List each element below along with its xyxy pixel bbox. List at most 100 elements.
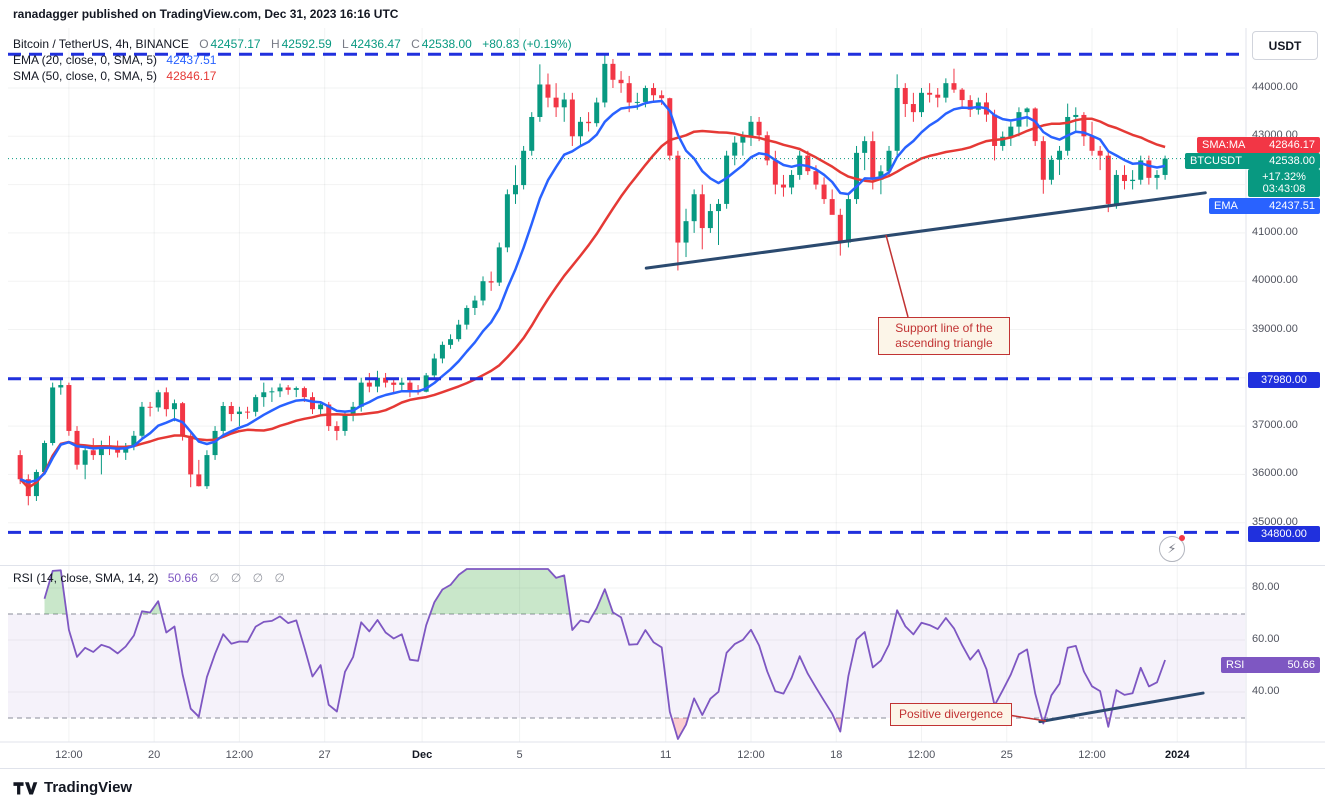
- candle-body: [870, 141, 876, 180]
- candle-body: [448, 339, 454, 345]
- candle-body: [626, 83, 632, 103]
- candle-body: [399, 382, 405, 385]
- candle-body: [301, 388, 307, 398]
- flash-boost-button[interactable]: ⚡: [1159, 535, 1185, 562]
- candle-body: [764, 135, 770, 161]
- candle-body: [1097, 150, 1103, 156]
- sma-price-badge: SMA:MA 42846.17: [1197, 137, 1320, 153]
- rsi-legend-toggles[interactable]: ∅ ∅ ∅ ∅: [209, 571, 289, 585]
- rsi-trendline[interactable]: [1038, 691, 1205, 724]
- candle-body: [675, 155, 681, 243]
- candle-body: [58, 385, 64, 388]
- lower-level-badge: 34800.00: [1248, 526, 1320, 542]
- upper-level-badge: 37980.00: [1248, 372, 1320, 388]
- ohlc-high-value: 42592.59: [281, 37, 332, 51]
- currency-toggle-button[interactable]: USDT: [1252, 31, 1318, 60]
- candle-body: [545, 84, 551, 98]
- candle-body: [1057, 150, 1063, 160]
- rsi-value-badge: RSI 50.66: [1221, 657, 1320, 673]
- ohlc-close-value: 42538.00: [421, 37, 472, 51]
- candle-body: [845, 199, 851, 243]
- tradingview-brand-link[interactable]: TradingView: [12, 778, 132, 798]
- rsi-legend-row[interactable]: RSI (14, close, SMA, 14, 2) 50.66 ∅ ∅ ∅ …: [13, 571, 289, 585]
- candle-body: [959, 89, 965, 101]
- sma-legend-value: 42846.17: [166, 69, 217, 83]
- candle-body: [821, 184, 827, 200]
- candle-body: [383, 377, 389, 383]
- badge-value: 03:43:08: [1262, 183, 1306, 195]
- badge-label: SMA:MA: [1202, 139, 1246, 151]
- candle-body: [220, 406, 226, 431]
- candle-body: [480, 281, 486, 301]
- rsi-axis-label: 40.00: [1252, 685, 1280, 697]
- time-axis-label: 18: [830, 749, 843, 761]
- support-annotation[interactable]: Support line of the ascending triangle: [878, 317, 1010, 355]
- candle-body: [707, 211, 713, 229]
- symbol-title[interactable]: Bitcoin / TetherUS, 4h, BINANCE: [13, 37, 189, 51]
- time-axis-label: 12:00: [907, 749, 936, 761]
- symbol-legend-row: Bitcoin / TetherUS, 4h, BINANCE O 42457.1…: [13, 37, 572, 51]
- support-annotation-line1: Support line of the: [895, 321, 993, 335]
- candle-body: [66, 385, 72, 431]
- candle-body: [285, 387, 291, 390]
- candle-body: [374, 377, 380, 387]
- currency-toggle-label: USDT: [1268, 38, 1302, 53]
- candle-body: [496, 247, 502, 283]
- divergence-annotation[interactable]: Positive divergence: [890, 703, 1012, 726]
- candle-body: [667, 98, 673, 156]
- badge-label: BTCUSDT: [1190, 155, 1242, 167]
- candle-body: [456, 324, 462, 340]
- candle-body: [805, 155, 811, 172]
- badge-value: 42437.51: [1269, 200, 1315, 212]
- ohlc-high-label: H: [270, 37, 280, 51]
- rsi-band-fill: [8, 614, 1245, 718]
- candle-body: [245, 411, 251, 413]
- rsi-legend-value: 50.66: [167, 571, 198, 585]
- candle-body: [699, 194, 705, 229]
- candle-body: [1130, 179, 1136, 182]
- candle-body: [992, 114, 998, 146]
- candle-body: [780, 184, 786, 188]
- candle-body: [180, 403, 186, 436]
- ema-legend-label: EMA (20, close, 0, SMA, 5): [13, 53, 158, 67]
- candle-body: [789, 174, 795, 188]
- price-axis-label: 40000.00: [1252, 274, 1298, 287]
- rsi-legend-label: RSI (14, close, SMA, 14, 2): [13, 571, 159, 585]
- candle-body: [610, 63, 616, 80]
- candle-body: [927, 92, 933, 95]
- candle-body: [1073, 114, 1079, 117]
- sma-legend-row[interactable]: SMA (50, close, 0, SMA, 5) 42846.17: [13, 69, 216, 83]
- ohlc-open-label: O: [199, 37, 209, 51]
- support-trendline[interactable]: [644, 191, 1207, 270]
- candle-body: [569, 99, 575, 137]
- candle-body: [407, 382, 413, 392]
- candle-body: [139, 406, 145, 436]
- candle-body: [935, 94, 941, 98]
- candle-body: [894, 88, 900, 151]
- candle-body: [155, 392, 161, 408]
- candle-body: [253, 397, 259, 412]
- candle-body: [1138, 160, 1144, 180]
- candle-body: [1089, 136, 1095, 151]
- candle-body: [1105, 155, 1111, 204]
- candle-body: [1008, 126, 1014, 137]
- countdown-badge: 03:43:08: [1248, 181, 1320, 197]
- candle-body: [1154, 174, 1160, 178]
- candle-body: [732, 142, 738, 156]
- price-axis-label: 39000.00: [1252, 322, 1298, 335]
- candle-body: [1000, 136, 1006, 146]
- candle-body: [1048, 159, 1054, 180]
- candle-body: [862, 141, 868, 153]
- ema-legend-row[interactable]: EMA (20, close, 0, SMA, 5) 42437.51: [13, 53, 216, 67]
- candle-body: [1113, 174, 1119, 204]
- ema-legend-value: 42437.51: [166, 53, 217, 67]
- candle-body: [902, 88, 908, 105]
- candle-body: [33, 471, 39, 497]
- candle-body: [318, 404, 324, 410]
- candle-body: [951, 83, 957, 90]
- notification-dot: [1179, 535, 1185, 541]
- candle-body: [651, 88, 657, 96]
- candle-body: [1032, 108, 1038, 142]
- candle-body: [691, 194, 697, 222]
